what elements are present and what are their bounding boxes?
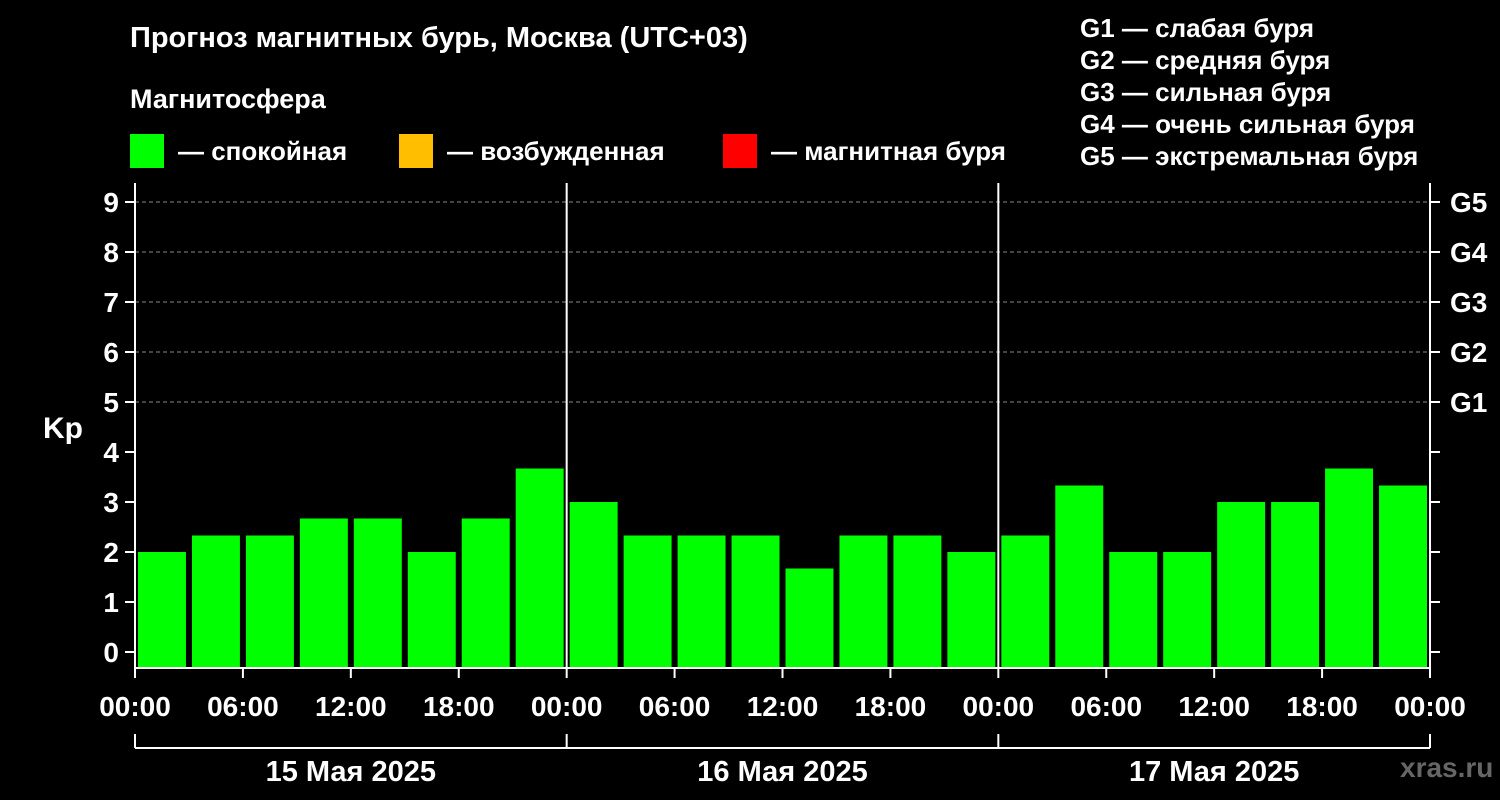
bar-20 <box>1217 502 1266 668</box>
legend-calm: — спокойная <box>130 134 347 168</box>
y-tick-label-6: 6 <box>103 337 119 368</box>
y-tick-label-7: 7 <box>103 287 119 318</box>
bar-14 <box>893 535 942 668</box>
bar-8 <box>569 502 618 668</box>
legend-excited-label: — возбужденная <box>447 135 665 166</box>
x-tick-label-6: 12:00 <box>747 691 819 722</box>
g-tick-label-g1: G1 <box>1450 387 1487 418</box>
x-tick-label-10: 12:00 <box>1178 691 1250 722</box>
x-tick-label-4: 00:00 <box>531 691 603 722</box>
bar-0 <box>138 552 186 668</box>
day-label-1: 16 Мая 2025 <box>697 756 867 788</box>
x-tick-label-0: 00:00 <box>99 691 171 722</box>
g-scale-legend: G1 — слабая буря G2 — средняя буря G3 — … <box>1080 12 1418 172</box>
y-tick-label-9: 9 <box>103 187 119 218</box>
watermark: xras.ru <box>1400 752 1494 783</box>
g-legend-item-g3: G3 — сильная буря <box>1080 77 1332 107</box>
bar-4 <box>353 518 402 668</box>
legend-calm-label: — спокойная <box>178 135 348 166</box>
legend-excited: — возбужденная <box>399 134 665 168</box>
y-tick-label-4: 4 <box>103 437 119 468</box>
x-tick-label-5: 06:00 <box>639 691 711 722</box>
x-tick-label-9: 06:00 <box>1070 691 1142 722</box>
g-tick-label-g5: G5 <box>1450 187 1487 218</box>
bar-1 <box>191 535 240 668</box>
g-legend-item-g4: G4 — очень сильная буря <box>1080 109 1415 139</box>
g-legend-item-g1: G1 — слабая буря <box>1080 13 1315 43</box>
legend-storm-swatch <box>723 134 757 168</box>
y-tick-label-0: 0 <box>103 637 119 668</box>
y-tick-label-2: 2 <box>103 537 119 568</box>
bar-15 <box>947 552 996 668</box>
y-tick-label-1: 1 <box>103 587 119 618</box>
bar-16 <box>1001 535 1050 668</box>
x-tick-label-1: 06:00 <box>207 691 279 722</box>
g-tick-label-g2: G2 <box>1450 337 1487 368</box>
bar-23 <box>1379 485 1427 668</box>
g-tick-label-g4: G4 <box>1450 237 1488 268</box>
g-legend-item-g5: G5 — экстремальная буря <box>1080 141 1419 171</box>
bar-5 <box>407 552 456 668</box>
bar-7 <box>515 468 564 668</box>
y-axis-label: Kp <box>43 412 83 445</box>
bar-10 <box>677 535 726 668</box>
y-tick-label-8: 8 <box>103 237 119 268</box>
bar-6 <box>461 518 510 668</box>
g-legend-item-g2: G2 — средняя буря <box>1080 45 1331 75</box>
bar-19 <box>1163 552 1212 668</box>
bar-21 <box>1271 502 1320 668</box>
bar-12 <box>785 568 834 668</box>
bar-17 <box>1055 485 1104 668</box>
x-tick-label-11: 18:00 <box>1286 691 1358 722</box>
legend-storm-label: — магнитная буря <box>771 135 1006 166</box>
x-tick-label-12: 00:00 <box>1394 691 1466 722</box>
bar-9 <box>623 535 672 668</box>
bar-3 <box>299 518 348 668</box>
day-label-2: 17 Мая 2025 <box>1129 756 1299 788</box>
bar-18 <box>1109 552 1158 668</box>
x-tick-label-2: 12:00 <box>315 691 387 722</box>
x-tick-label-8: 00:00 <box>963 691 1035 722</box>
x-tick-label-3: 18:00 <box>423 691 495 722</box>
g-tick-label-g3: G3 <box>1450 287 1487 318</box>
day-label-0: 15 Мая 2025 <box>266 756 436 788</box>
x-tick-label-7: 18:00 <box>855 691 927 722</box>
y-tick-label-3: 3 <box>103 487 119 518</box>
bar-11 <box>731 535 780 668</box>
legend-excited-swatch <box>399 134 433 168</box>
bar-22 <box>1325 468 1374 668</box>
legend-calm-swatch <box>130 134 164 168</box>
magnetosphere-subtitle: Магнитосфера <box>130 84 326 114</box>
legend-storm: — магнитная буря <box>723 134 1006 168</box>
chart-title: Прогноз магнитных бурь, Москва (UTC+03) <box>130 22 748 54</box>
bar-2 <box>245 535 294 668</box>
bar-13 <box>839 535 888 668</box>
y-tick-label-5: 5 <box>103 387 119 418</box>
